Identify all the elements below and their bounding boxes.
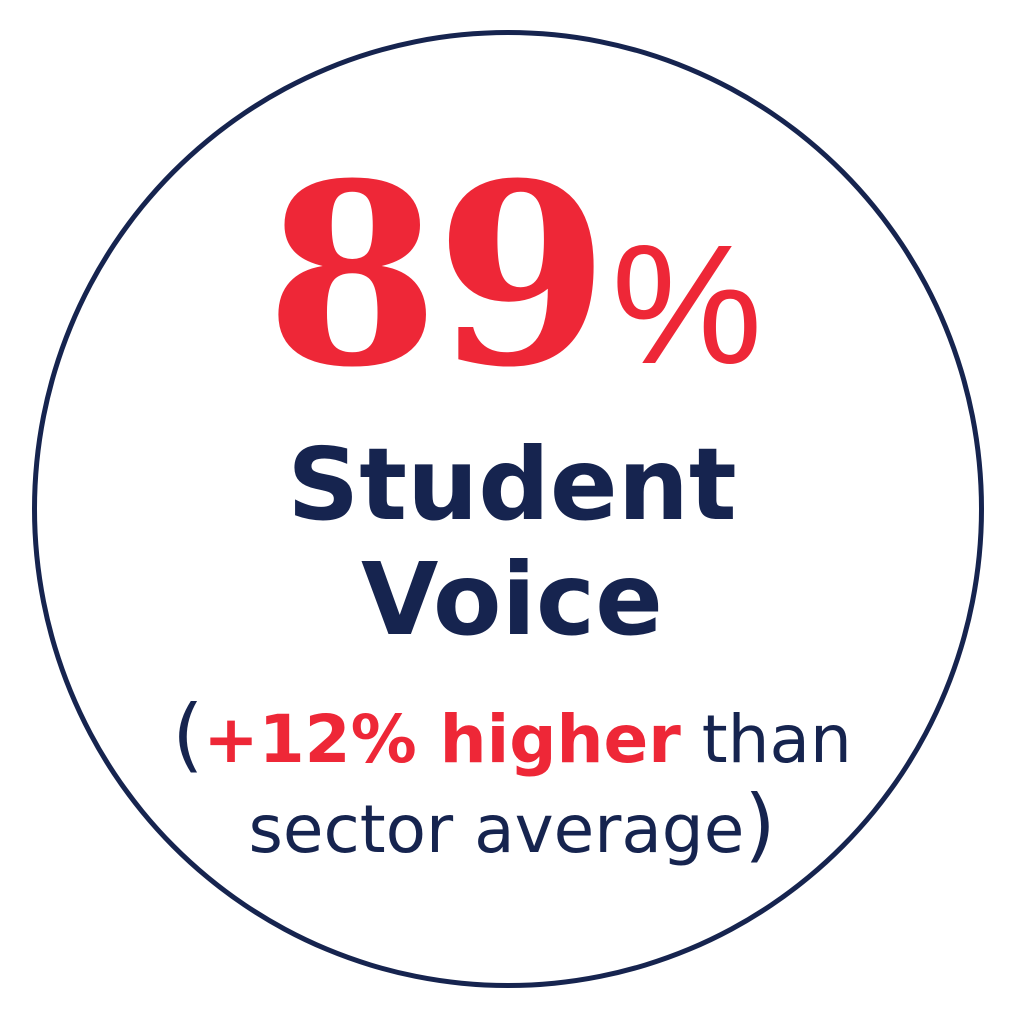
label-line-2: Voice	[360, 541, 663, 658]
stat-value: 89%	[0, 150, 1024, 430]
note-rest: than	[680, 701, 852, 778]
circle-frame	[32, 30, 984, 988]
note-highlight: +12% higher	[203, 701, 681, 778]
open-paren: (	[172, 688, 204, 781]
stat-unit: %	[611, 210, 762, 400]
label-line-1: Student	[287, 426, 737, 543]
close-paren: )	[744, 778, 776, 871]
note-line-2: sector average)	[0, 780, 1024, 875]
stat-number: 89	[265, 128, 609, 422]
note-line-2-text: sector average	[248, 791, 745, 868]
note-line-1: (+12% higher than	[0, 690, 1024, 785]
